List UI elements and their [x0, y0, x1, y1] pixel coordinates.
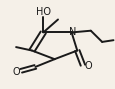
Text: O: O	[84, 61, 91, 71]
Text: O: O	[12, 67, 20, 77]
Text: HO: HO	[35, 7, 50, 17]
Text: N: N	[68, 27, 76, 37]
